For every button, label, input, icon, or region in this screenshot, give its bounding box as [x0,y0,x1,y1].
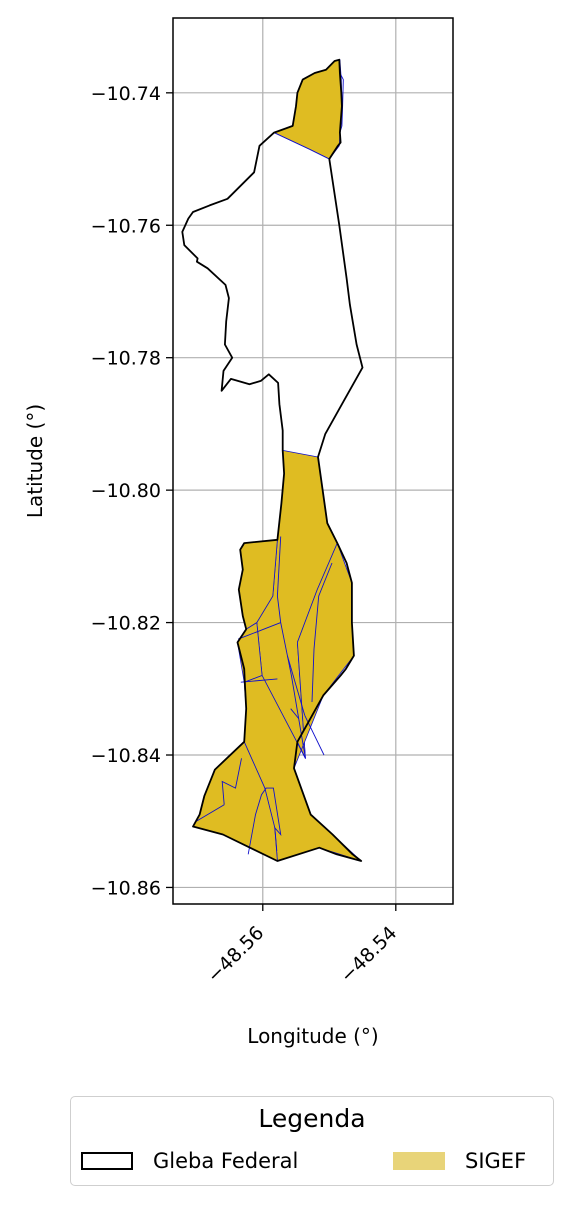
sigef-boundary-10 [221,758,242,805]
x-tick-label: −48.56 [203,922,268,987]
y-tick-label: −10.86 [91,877,161,899]
gleba-federal-swatch [81,1152,133,1170]
sigef-boundary-3 [276,536,306,759]
sigef-parcel-1 [273,59,343,160]
legend-item-sigef: SIGEF [393,1149,526,1173]
sigef-boundary-5 [286,655,306,716]
y-tick-label: −10.76 [91,215,161,237]
sigef-boundary-1 [273,132,330,160]
sigef-boundary-6 [240,678,278,683]
y-axis-ticks: −10.74 −10.76 −10.78 −10.80 −10.82 −10.84 −10.… [91,83,173,899]
sigef-layer [192,59,362,862]
legend-label-gleba-federal: Gleba Federal [153,1149,299,1173]
y-tick-label: −10.78 [91,348,161,370]
x-tick-label: −48.54 [336,922,401,987]
gleba-federal-outline [181,58,364,862]
sigef-division-lines [196,72,344,855]
sigef-swatch [393,1152,445,1170]
y-tick-label: −10.84 [91,745,161,767]
y-tick-label: −10.80 [91,480,161,502]
legend: Legenda Gleba Federal SIGEF [70,1096,554,1186]
plot-frame [172,17,454,905]
gleba-federal-layer [181,58,364,862]
x-axis-label: Longitude (°) [247,1024,378,1048]
sigef-boundary-9 [290,708,300,719]
legend-label-sigef: SIGEF [465,1149,527,1173]
legend-item-gleba-federal: Gleba Federal [81,1149,298,1173]
sigef-boundary-12 [196,804,225,822]
y-tick-label: −10.82 [91,613,161,635]
sigef-boundary-8 [311,562,333,703]
y-axis-label: Latitude (°) [23,404,47,518]
sigef-boundary-11 [247,787,282,855]
legend-title: Legenda [258,1104,366,1133]
sigef-boundary-4 [238,622,281,640]
x-axis-ticks: −48.56 −48.54 [203,904,401,987]
y-tick-label: −10.74 [91,83,161,105]
